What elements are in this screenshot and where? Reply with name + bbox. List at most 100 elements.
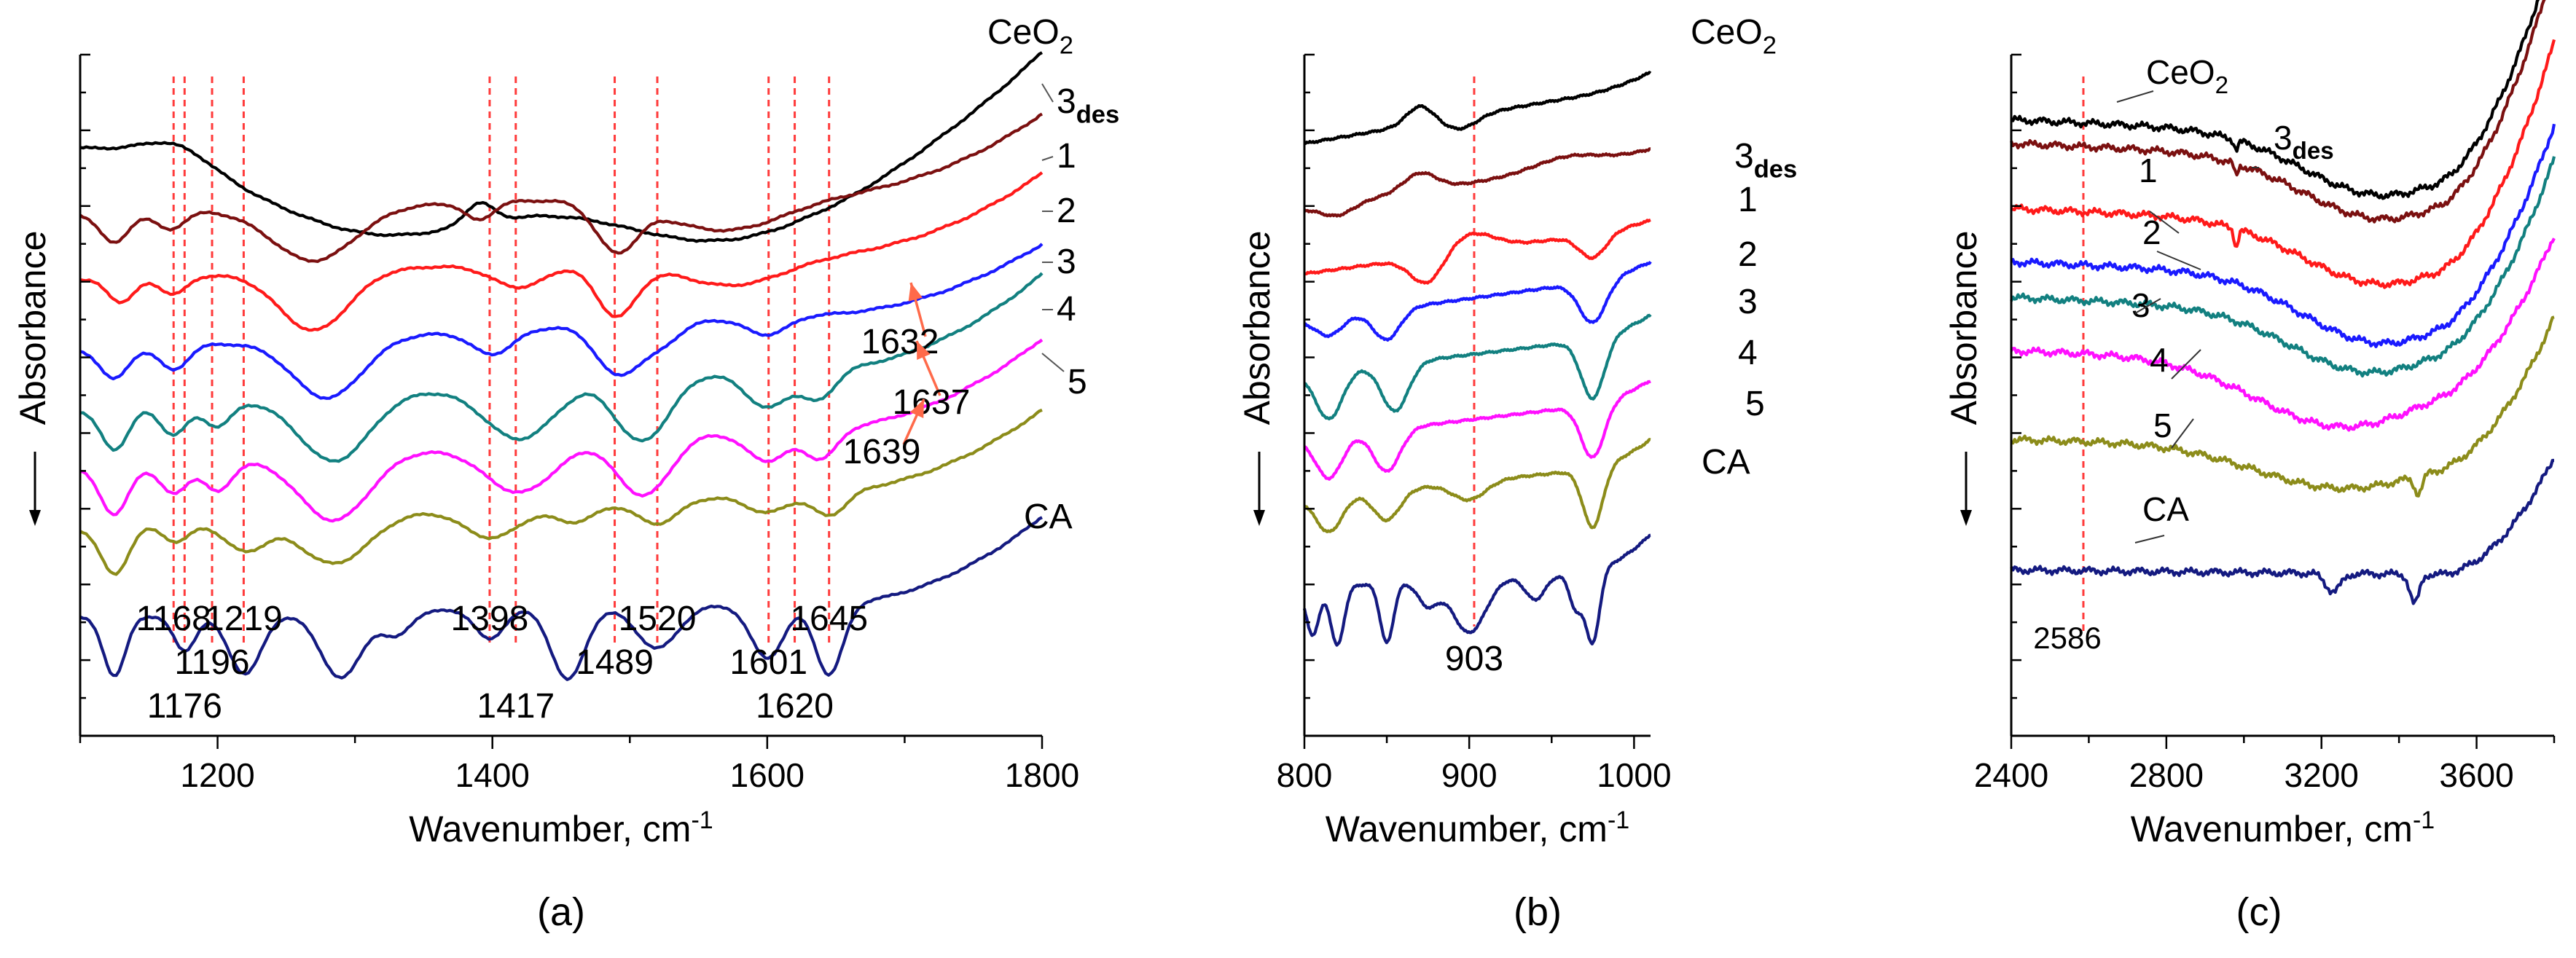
- x-tick-label: 1800: [1005, 756, 1079, 794]
- series-5: [1303, 438, 1651, 533]
- series-2: [1304, 261, 1652, 342]
- series-label-3des: 3des: [1734, 137, 1797, 183]
- series-label-5: 5: [1068, 363, 1087, 401]
- x-tick-label: 1200: [180, 756, 254, 794]
- y-axis-label: Absorbance: [12, 231, 53, 425]
- series-5: [2011, 315, 2555, 498]
- series-CA: [1302, 533, 1651, 647]
- y-arrow-head: [29, 510, 41, 526]
- panel-b: 800 900 1000 Wavenumber, cm-1 Absorbance 903 (…: [1237, 13, 1797, 934]
- annotation-arrowhead: [910, 399, 924, 418]
- series-3des: [79, 112, 1044, 263]
- leader-line: [1041, 353, 1065, 372]
- series-3des: [2010, 0, 2546, 224]
- series-1: [2010, 39, 2556, 289]
- leader-line: [1041, 156, 1054, 161]
- annotation-1632: 1632: [861, 323, 939, 361]
- series-label-3des: 3des: [1057, 82, 1119, 128]
- series-label-5: 5: [1745, 385, 1765, 423]
- series-label-CeO2: CeO2: [1691, 13, 1777, 59]
- series-CA: [2010, 458, 2554, 605]
- series-CeO2: [79, 51, 1043, 243]
- y-axis-label: Absorbance: [1237, 231, 1277, 425]
- leader-line: [1041, 83, 1054, 103]
- x-axis-label: Wavenumber, cm-1: [409, 806, 713, 849]
- y-arrow-head: [1960, 510, 1972, 526]
- annotation-arrowhead: [917, 341, 931, 360]
- leader-line: [2156, 251, 2201, 270]
- series-label-5: 5: [2153, 407, 2172, 444]
- series-5: [79, 408, 1043, 576]
- annotation-arrowhead: [908, 283, 923, 302]
- series-1: [1304, 218, 1651, 285]
- leader-line: [2171, 418, 2194, 449]
- peak-label-1520: 1520: [619, 600, 697, 638]
- series-label-4: 4: [1738, 334, 1758, 372]
- x-tick-label: 3600: [2439, 756, 2513, 794]
- series-label-2: 2: [1057, 192, 1076, 230]
- series-3: [2010, 156, 2556, 378]
- series-label-CeO2: CeO2: [987, 13, 1073, 59]
- series-3: [1304, 313, 1652, 421]
- peak-label-1196: 1196: [174, 643, 249, 682]
- x-tick-label: 900: [1441, 756, 1498, 794]
- series-label-4: 4: [1057, 290, 1076, 329]
- peak-label-1219: 1219: [205, 600, 283, 638]
- series-1: [79, 171, 1044, 332]
- series-label-CA: CA: [2142, 490, 2189, 528]
- leader-line: [2171, 349, 2201, 380]
- series-4: [79, 338, 1044, 523]
- series-3des: [1303, 147, 1651, 218]
- x-tick-label: 800: [1277, 756, 1333, 794]
- peak-label-1620: 1620: [756, 687, 834, 726]
- series-label-2: 2: [2142, 213, 2161, 251]
- series-label-2: 2: [1738, 235, 1758, 274]
- peak-label-1176: 1176: [147, 687, 222, 726]
- leader-line: [2149, 211, 2180, 234]
- series-label-CeO2: CeO2: [2146, 53, 2228, 99]
- leader-line: [2116, 90, 2154, 103]
- series-label-CA: CA: [1024, 498, 1073, 536]
- y-axis-label: Absorbance: [1943, 231, 1984, 425]
- series-label-1: 1: [2139, 152, 2158, 189]
- peak-label-903: 903: [1445, 640, 1503, 678]
- series-2: [79, 243, 1044, 400]
- series-CeO2: [2010, 0, 2540, 200]
- peak-label-1489: 1489: [576, 643, 654, 682]
- series-3: [79, 272, 1044, 463]
- series-label-3: 3: [1738, 283, 1758, 321]
- leader-line: [2134, 298, 2161, 314]
- x-tick-label: 2800: [2129, 756, 2204, 794]
- y-arrow-head: [1253, 510, 1265, 526]
- x-tick-label: 3200: [2285, 756, 2359, 794]
- leader-line: [2134, 535, 2165, 543]
- series-4: [2010, 237, 2556, 432]
- series-label-1: 1: [1057, 137, 1076, 176]
- series-CeO2: [1304, 71, 1652, 146]
- series-4: [1304, 380, 1651, 481]
- series-label-1: 1: [1738, 181, 1758, 219]
- series-CA: [79, 516, 1043, 681]
- annotation-1639: 1639: [843, 433, 921, 471]
- x-tick-label: 1600: [730, 756, 804, 794]
- series-label-3: 3: [1057, 243, 1076, 281]
- panel-label: (a): [537, 890, 585, 934]
- peak-label-1398: 1398: [451, 600, 529, 638]
- series-label-4: 4: [2150, 341, 2169, 379]
- x-axis-label: Wavenumber, cm-1: [2131, 806, 2435, 849]
- peak-label-1168: 1168: [136, 600, 211, 638]
- series-label-3: 3: [2131, 286, 2150, 324]
- series-label-CA: CA: [1702, 443, 1750, 482]
- peak-label-1645: 1645: [790, 600, 868, 638]
- panel-label: (c): [2236, 890, 2282, 934]
- x-axis-label: Wavenumber, cm-1: [1326, 806, 1629, 849]
- panel-label: (b): [1514, 890, 1562, 934]
- peak-label-2586: 2586: [2033, 621, 2101, 655]
- series-label-3des: 3des: [2274, 119, 2334, 165]
- panel-a: 1200 1400 1600 1800 Wavenumber, cm-1 Absorban…: [12, 13, 1119, 934]
- x-tick-label: 1000: [1597, 756, 1671, 794]
- x-tick-label: 2400: [1974, 756, 2048, 794]
- annotation-1637: 1637: [893, 383, 971, 422]
